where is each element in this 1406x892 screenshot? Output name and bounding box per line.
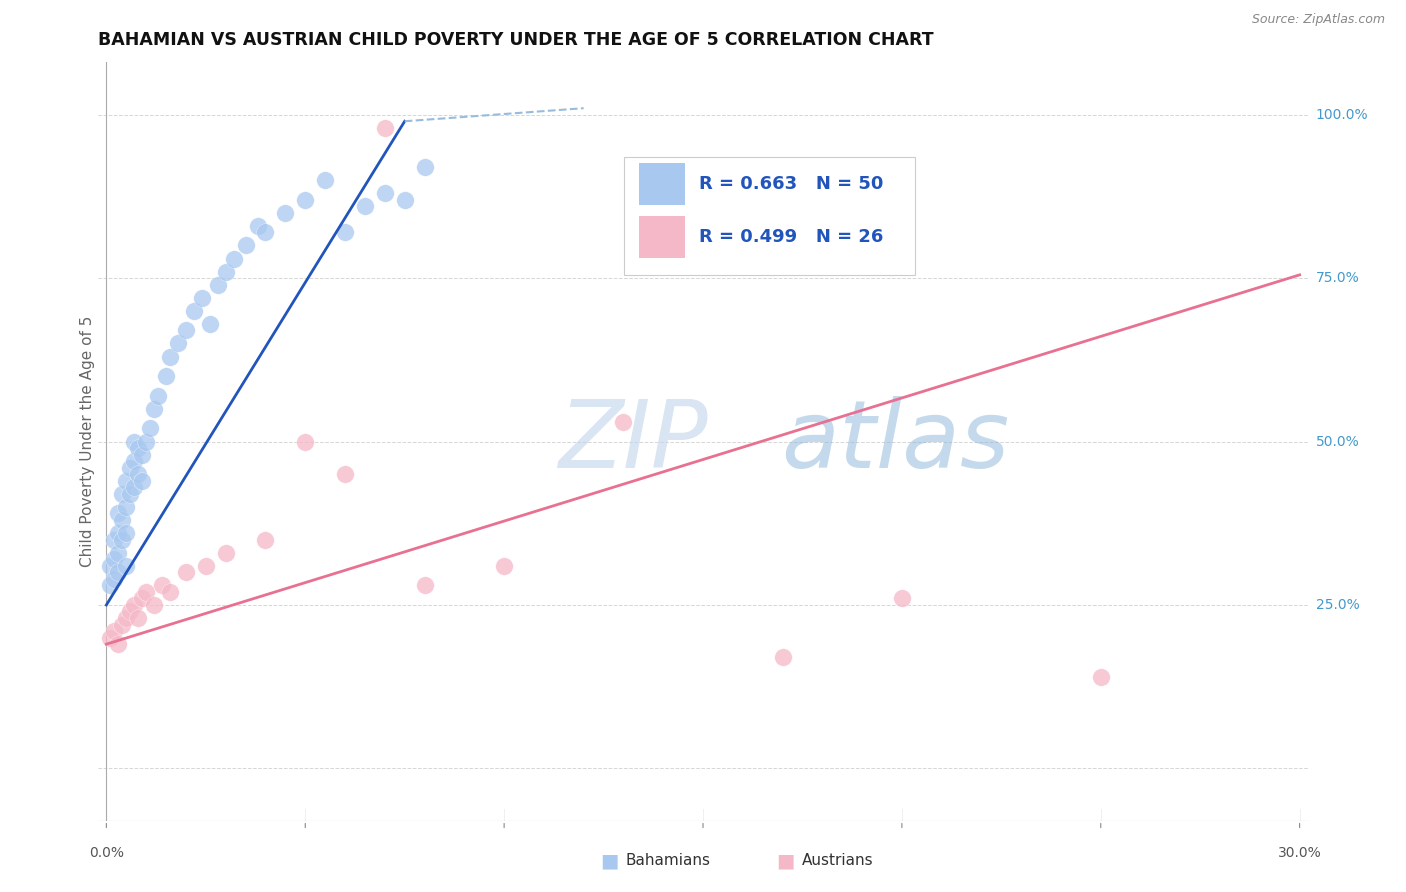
Point bbox=[98, 558, 121, 573]
FancyBboxPatch shape bbox=[624, 157, 915, 275]
Point bbox=[139, 421, 162, 435]
Point bbox=[215, 546, 238, 560]
Point bbox=[131, 591, 153, 606]
Point bbox=[159, 350, 181, 364]
Text: 75.0%: 75.0% bbox=[1316, 271, 1360, 285]
Point bbox=[374, 120, 396, 135]
Text: BAHAMIAN VS AUSTRIAN CHILD POVERTY UNDER THE AGE OF 5 CORRELATION CHART: BAHAMIAN VS AUSTRIAN CHILD POVERTY UNDER… bbox=[98, 31, 934, 49]
Point bbox=[131, 448, 153, 462]
Point bbox=[207, 277, 229, 292]
Point bbox=[159, 585, 181, 599]
Point bbox=[103, 572, 125, 586]
Point bbox=[274, 206, 297, 220]
Point bbox=[107, 637, 129, 651]
Point bbox=[107, 566, 129, 580]
Point bbox=[127, 611, 149, 625]
Text: 100.0%: 100.0% bbox=[1316, 108, 1368, 121]
Point bbox=[122, 434, 145, 449]
Point bbox=[146, 389, 169, 403]
Point bbox=[107, 546, 129, 560]
Point bbox=[174, 566, 197, 580]
Point bbox=[120, 460, 142, 475]
Point bbox=[98, 578, 121, 592]
Point bbox=[111, 487, 134, 501]
Point bbox=[294, 434, 316, 449]
Point bbox=[294, 193, 316, 207]
Point bbox=[191, 291, 214, 305]
Point bbox=[103, 624, 125, 639]
Point bbox=[314, 173, 336, 187]
Point bbox=[120, 487, 142, 501]
Point bbox=[374, 186, 396, 201]
Text: Austrians: Austrians bbox=[801, 854, 873, 868]
Point bbox=[115, 611, 138, 625]
Text: Bahamians: Bahamians bbox=[626, 854, 710, 868]
Point bbox=[115, 500, 138, 514]
Point bbox=[772, 650, 794, 665]
Point bbox=[122, 480, 145, 494]
Text: ■: ■ bbox=[776, 851, 794, 871]
Point bbox=[120, 605, 142, 619]
FancyBboxPatch shape bbox=[638, 216, 685, 258]
Text: 30.0%: 30.0% bbox=[1278, 846, 1322, 860]
Point bbox=[183, 303, 205, 318]
Point bbox=[235, 238, 257, 252]
Point bbox=[222, 252, 245, 266]
Point bbox=[107, 507, 129, 521]
Y-axis label: Child Poverty Under the Age of 5: Child Poverty Under the Age of 5 bbox=[80, 316, 94, 567]
Point bbox=[413, 578, 436, 592]
Point bbox=[131, 474, 153, 488]
Point bbox=[135, 585, 157, 599]
Point bbox=[111, 513, 134, 527]
Point bbox=[127, 441, 149, 455]
Point bbox=[413, 160, 436, 174]
Point bbox=[103, 533, 125, 547]
Text: R = 0.663   N = 50: R = 0.663 N = 50 bbox=[699, 175, 884, 193]
FancyBboxPatch shape bbox=[638, 163, 685, 204]
Point bbox=[150, 578, 173, 592]
Point bbox=[394, 193, 416, 207]
Point bbox=[333, 226, 356, 240]
Point bbox=[215, 264, 238, 278]
Point bbox=[111, 533, 134, 547]
Point bbox=[174, 323, 197, 337]
Point bbox=[494, 558, 516, 573]
Point bbox=[167, 336, 190, 351]
Point bbox=[143, 401, 166, 416]
Point bbox=[103, 552, 125, 566]
Point bbox=[333, 467, 356, 482]
Text: ZIP: ZIP bbox=[558, 396, 707, 487]
Text: 25.0%: 25.0% bbox=[1316, 598, 1360, 612]
Point bbox=[254, 226, 277, 240]
Text: ■: ■ bbox=[600, 851, 619, 871]
Text: atlas: atlas bbox=[782, 396, 1010, 487]
Text: Source: ZipAtlas.com: Source: ZipAtlas.com bbox=[1251, 13, 1385, 27]
Point bbox=[1090, 670, 1112, 684]
Point bbox=[246, 219, 269, 233]
Point bbox=[135, 434, 157, 449]
Point bbox=[127, 467, 149, 482]
Point bbox=[122, 598, 145, 612]
Point bbox=[198, 317, 221, 331]
Point bbox=[115, 558, 138, 573]
Text: 0.0%: 0.0% bbox=[89, 846, 124, 860]
Point bbox=[115, 474, 138, 488]
Point bbox=[612, 415, 634, 429]
Point bbox=[98, 631, 121, 645]
Point bbox=[354, 199, 377, 213]
Point bbox=[111, 617, 134, 632]
Point bbox=[155, 369, 177, 384]
Point bbox=[122, 454, 145, 468]
Point bbox=[107, 526, 129, 541]
Point bbox=[254, 533, 277, 547]
Text: 50.0%: 50.0% bbox=[1316, 434, 1360, 449]
Point bbox=[115, 526, 138, 541]
Point bbox=[890, 591, 912, 606]
Point bbox=[143, 598, 166, 612]
Point bbox=[194, 558, 217, 573]
Text: R = 0.499   N = 26: R = 0.499 N = 26 bbox=[699, 227, 884, 246]
